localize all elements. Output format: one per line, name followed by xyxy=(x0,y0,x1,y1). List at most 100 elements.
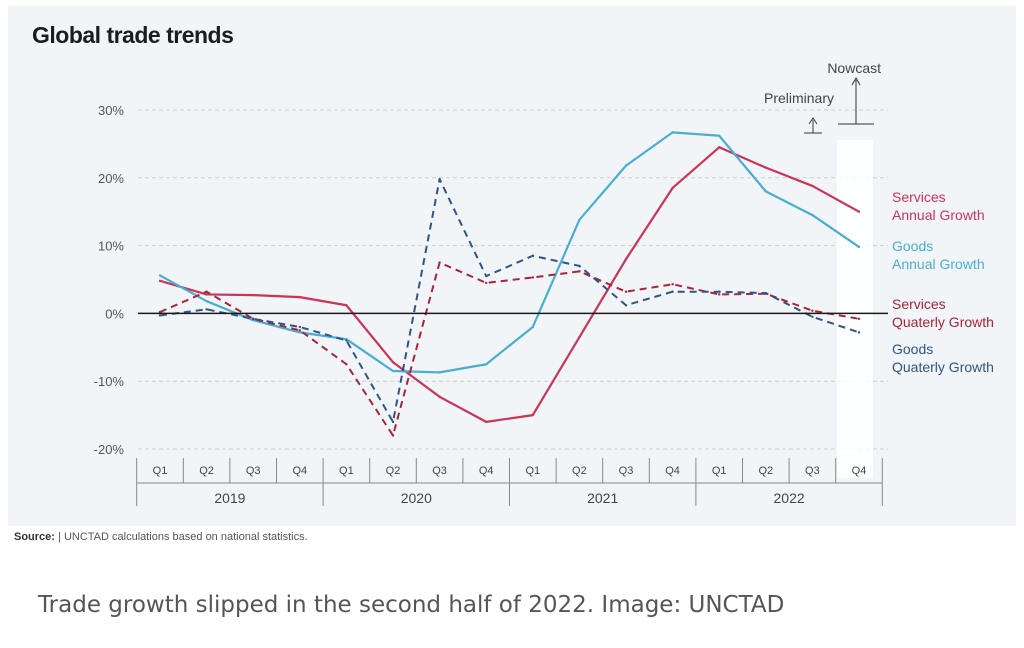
data-point xyxy=(857,245,861,249)
chart-title: Global trade trends xyxy=(32,22,234,48)
x-tick-label: Q3 xyxy=(246,465,261,477)
year-label: 2022 xyxy=(774,490,805,506)
data-point xyxy=(764,190,767,193)
data-point xyxy=(158,274,162,277)
data-point xyxy=(438,395,441,398)
data-point xyxy=(345,339,348,342)
y-tick-label: 10% xyxy=(98,239,124,254)
data-point xyxy=(811,315,814,318)
nowcast-band xyxy=(837,140,873,478)
series-line-3 xyxy=(159,261,860,437)
data-point xyxy=(764,291,767,295)
data-point xyxy=(485,274,488,278)
source-label: Source: xyxy=(14,531,55,543)
nowcast-label: Nowcast xyxy=(827,60,881,76)
x-tick-label: Q2 xyxy=(386,465,401,477)
data-point xyxy=(531,325,534,329)
x-tick-label: Q1 xyxy=(712,465,727,477)
x-tick-label: Q4 xyxy=(665,465,680,477)
data-point xyxy=(857,331,861,334)
chart-figure: Global trade trends 30% 20% 10% 0% -10% -20% Q… xyxy=(8,6,1016,526)
x-tick-label: Q4 xyxy=(852,465,867,477)
x-tick-label: Q1 xyxy=(339,465,354,477)
series-line-2 xyxy=(159,131,860,374)
y-tick-label: 30% xyxy=(98,103,124,118)
data-point xyxy=(391,361,395,364)
source-note: Source: | UNCTAD calculations based on n… xyxy=(14,531,308,543)
data-point xyxy=(811,184,814,188)
legend-label: Quaterly Growth xyxy=(892,314,994,330)
data-point xyxy=(158,314,162,317)
data-point xyxy=(531,254,534,257)
x-tick-label: Q3 xyxy=(432,465,447,477)
data-point xyxy=(391,369,395,373)
x-tick-label: Q1 xyxy=(153,465,168,477)
data-point xyxy=(298,329,301,332)
legend-label: Goods xyxy=(892,341,933,357)
data-point xyxy=(718,134,721,137)
data-point xyxy=(298,325,301,329)
y-tick-label: 20% xyxy=(98,171,124,186)
data-point xyxy=(345,304,348,307)
year-label: 2020 xyxy=(401,490,432,506)
data-point xyxy=(438,371,441,374)
data-point xyxy=(857,317,861,321)
data-point xyxy=(252,317,255,321)
data-point xyxy=(671,131,674,134)
series-line-1 xyxy=(159,146,860,423)
x-tick-label: Q2 xyxy=(572,465,587,477)
data-point xyxy=(624,304,628,307)
data-point xyxy=(578,218,581,222)
legend-label: Services xyxy=(892,296,946,312)
data-point xyxy=(205,308,208,311)
nowcast-arrowhead xyxy=(851,76,861,86)
year-label: 2019 xyxy=(214,490,245,506)
data-point xyxy=(718,290,721,293)
x-tick-label: Q3 xyxy=(619,465,634,477)
data-point xyxy=(718,146,721,149)
data-point xyxy=(718,293,721,296)
preliminary-label: Preliminary xyxy=(764,90,834,106)
x-tick-label: Q3 xyxy=(805,465,820,477)
legend-label: Annual Growth xyxy=(892,256,985,272)
data-point xyxy=(671,283,674,286)
data-point xyxy=(298,295,301,299)
data-point xyxy=(252,293,255,297)
y-tick-label: 0% xyxy=(105,306,124,321)
data-point xyxy=(624,290,628,293)
year-label: 2021 xyxy=(587,490,618,506)
data-point xyxy=(671,186,674,190)
y-tick-label: -20% xyxy=(94,442,125,457)
data-point xyxy=(531,276,534,279)
x-tick-label: Q1 xyxy=(525,465,540,477)
data-point xyxy=(578,335,581,339)
data-point xyxy=(438,177,441,181)
data-point xyxy=(578,270,581,273)
data-point xyxy=(671,290,674,293)
data-point xyxy=(391,434,395,437)
data-point xyxy=(811,213,814,217)
y-tick-label: -10% xyxy=(94,374,125,389)
data-point xyxy=(578,264,581,268)
data-point xyxy=(298,331,301,334)
legend-label: Services xyxy=(892,189,946,205)
data-point xyxy=(438,261,441,264)
data-point xyxy=(158,279,162,283)
data-point xyxy=(485,363,488,366)
data-point xyxy=(391,420,395,424)
x-tick-label: Q2 xyxy=(199,465,214,477)
x-tick-label: Q4 xyxy=(292,465,307,477)
data-point xyxy=(624,257,628,261)
data-point xyxy=(205,293,208,296)
data-point xyxy=(531,413,534,417)
data-point xyxy=(205,299,208,303)
legend-label: Quaterly Growth xyxy=(892,359,994,375)
data-point xyxy=(485,420,488,424)
preliminary-arrowhead xyxy=(808,117,818,125)
legend-label: Goods xyxy=(892,238,933,254)
series-line-4 xyxy=(159,178,860,423)
x-tick-label: Q2 xyxy=(758,465,773,477)
data-point xyxy=(764,166,767,169)
x-tick-label: Q4 xyxy=(479,465,494,477)
legend-label: Annual Growth xyxy=(892,207,985,223)
